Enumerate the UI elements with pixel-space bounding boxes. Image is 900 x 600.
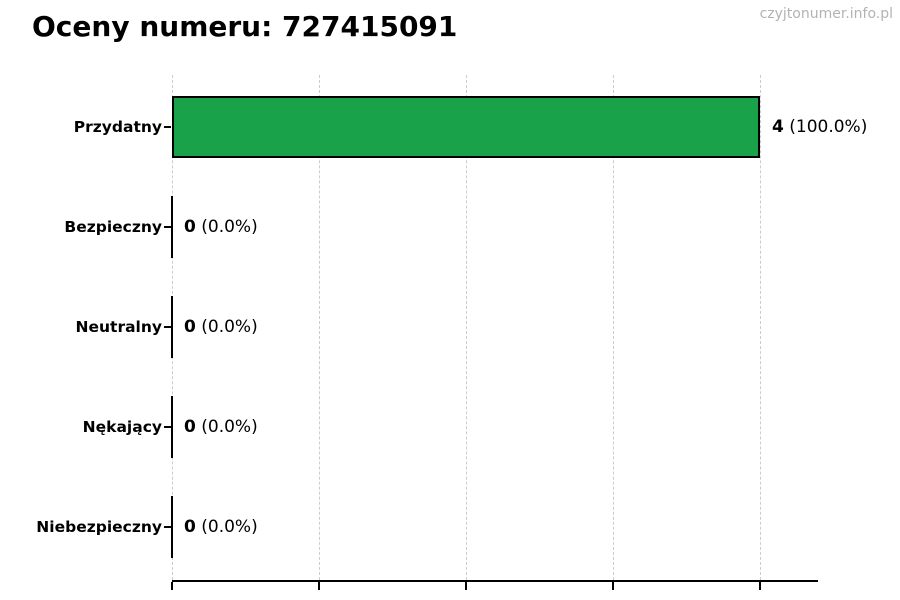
category-label-niebezpieczny: Niebezpieczny — [36, 518, 162, 536]
value-count: 0 — [184, 417, 196, 437]
y-axis-tick — [164, 426, 171, 428]
x-gridline — [760, 75, 761, 580]
x-axis-tick — [318, 582, 320, 590]
category-label-bezpieczny: Bezpieczny — [64, 218, 162, 236]
bar-przydatny — [172, 96, 760, 158]
value-percentage: (0.0%) — [195, 217, 258, 237]
value-percentage: (0.0%) — [195, 517, 258, 537]
value-percentage: (0.0%) — [195, 317, 258, 337]
y-axis-tick — [164, 526, 171, 528]
value-count: 0 — [184, 317, 196, 337]
value-label-nękający: 0 (0.0%) — [184, 416, 258, 438]
y-axis-tick — [164, 226, 171, 228]
x-axis-tick — [612, 582, 614, 590]
value-percentage: (0.0%) — [195, 417, 258, 437]
value-label-neutralny: 0 (0.0%) — [184, 316, 258, 338]
x-gridline — [466, 75, 467, 580]
value-label-przydatny: 4 (100.0%) — [772, 116, 867, 138]
zero-bar-niebezpieczny — [171, 496, 173, 558]
x-axis-tick — [171, 582, 173, 590]
x-axis-tick — [759, 582, 761, 590]
value-count: 0 — [184, 517, 196, 537]
category-label-neutralny: Neutralny — [75, 318, 162, 336]
x-gridline — [319, 75, 320, 580]
value-count: 0 — [184, 217, 196, 237]
value-percentage: (100.0%) — [783, 117, 868, 137]
x-axis-tick — [465, 582, 467, 590]
y-axis-tick — [164, 126, 171, 128]
y-axis-tick — [164, 326, 171, 328]
plot-area — [171, 75, 818, 590]
zero-bar-nękający — [171, 396, 173, 458]
value-label-niebezpieczny: 0 (0.0%) — [184, 516, 258, 538]
value-label-bezpieczny: 0 (0.0%) — [184, 216, 258, 238]
value-count: 4 — [772, 117, 784, 137]
x-gridline — [613, 75, 614, 580]
zero-bar-bezpieczny — [171, 196, 173, 258]
watermark: czyjtonumer.info.pl — [759, 6, 893, 22]
chart-title: Oceny numeru: 727415091 — [32, 10, 458, 43]
zero-bar-neutralny — [171, 296, 173, 358]
category-label-przydatny: Przydatny — [73, 118, 162, 136]
category-label-nękający: Nękający — [82, 418, 162, 436]
